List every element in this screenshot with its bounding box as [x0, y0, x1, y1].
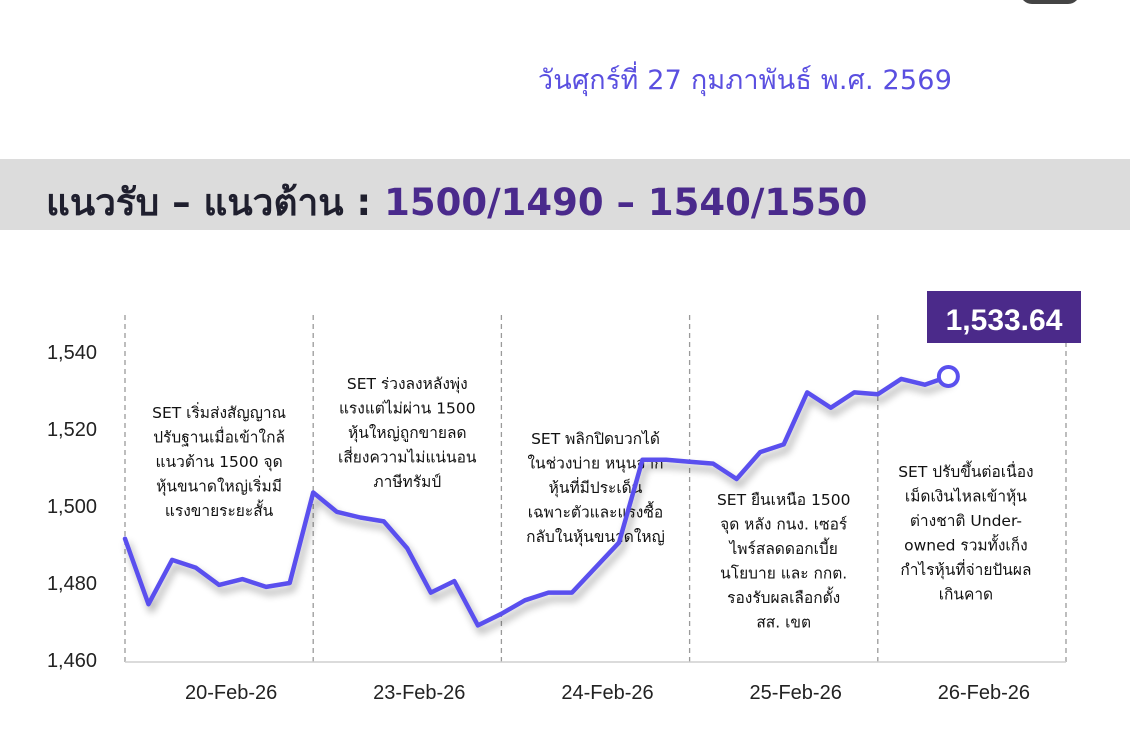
- last-point-marker: [936, 364, 960, 388]
- annotation-line: ปรับฐานเมื่อเข้าใกล้: [153, 427, 285, 447]
- y-tick-label: 1,500: [47, 496, 97, 518]
- x-tick-label: 26-Feb-26: [938, 682, 1030, 704]
- annotation-line: หุ้นขนาดใหญ่เริ่มมี: [156, 476, 282, 497]
- annotation-line: หุ้นที่มีประเด็น: [549, 477, 643, 498]
- annotation-line: สส. เขต: [756, 614, 811, 632]
- day-annotation: SET เริ่มส่งสัญญาณปรับฐานเมื่อเข้าใกล้แน…: [152, 402, 286, 520]
- annotation-line: แรงแต่ไม่ผ่าน 1500: [339, 400, 476, 418]
- y-tick-label: 1,540: [47, 342, 97, 364]
- annotation-line: ในช่วงบ่าย หนุนจาก: [527, 455, 663, 474]
- annotation-line: SET ปรับขึ้นต่อเนื่อง: [898, 460, 1033, 481]
- band-levels: 1500/1490 – 1540/1550: [384, 181, 868, 224]
- annotation-line: เฉพาะตัวและแรงซื้อ: [528, 501, 663, 522]
- annotation-line: SET ร่วงลงหลังพุ่ง: [347, 375, 468, 394]
- annotation-line: SET ยืนเหนือ 1500: [717, 491, 851, 509]
- x-tick-label: 23-Feb-26: [373, 682, 465, 704]
- annotation-line: หุ้นใหญ่ถูกขายลด: [348, 424, 467, 443]
- day-annotation: SET ยืนเหนือ 1500 จุด หลัง กนง. เซอร์ไพร์…: [717, 491, 851, 632]
- annotation-line: กลับในหุ้นขนาดใหญ่: [526, 528, 665, 547]
- annotation-line: ไพร์สลดดอกเบี้ย: [728, 537, 838, 558]
- x-tick-label: 25-Feb-26: [750, 682, 842, 704]
- annotation-line: owned รวมทั้งเก็ง: [904, 534, 1028, 555]
- annotation-line: รองรับผลเลือกตั้ง: [727, 586, 840, 607]
- support-resistance-band: [0, 159, 1130, 230]
- band-label: แนวรับ – แนวต้าน :: [46, 181, 372, 224]
- annotation-line: จุด หลัง กนง. เซอร์: [720, 516, 847, 535]
- y-tick-label: 1,480: [47, 573, 97, 595]
- annotation-line: แรงขายระยะสั้น: [165, 499, 274, 520]
- annotation-line: ต่างชาติ Under-: [910, 512, 1022, 530]
- day-annotation: SET พลิกปิดบวกได้ในช่วงบ่าย หนุนจากหุ้นท…: [526, 430, 665, 547]
- annotation-line: SET พลิกปิดบวกได้: [531, 430, 660, 448]
- last-value-label: 1,533.64: [946, 304, 1063, 337]
- annotation-line: เสี่ยงความไม่แน่นอน: [338, 447, 477, 467]
- annotation-line: เกินคาด: [939, 586, 993, 604]
- annotation-line: นโยบาย และ กกต.: [720, 565, 847, 583]
- annotation-line: ภาษีทรัมป์: [373, 473, 441, 491]
- annotation-line: กำไรหุ้นที่จ่ายปันผล: [900, 559, 1031, 580]
- last-value-badge: [927, 291, 1081, 343]
- index-series-line: [122, 374, 951, 628]
- report-date: วันศุกร์ที่ 27 กุมภาพันธ์ พ.ศ. 2569: [537, 65, 953, 96]
- support-resistance-title: แนวรับ – แนวต้าน : 1500/1490 – 1540/1550: [46, 173, 867, 232]
- x-tick-label: 20-Feb-26: [185, 682, 277, 704]
- x-tick-label: 24-Feb-26: [561, 682, 653, 704]
- top-corner-shape: [1020, 0, 1080, 4]
- annotation-line: แนวต้าน 1500 จุด: [156, 453, 283, 472]
- annotation-line: SET เริ่มส่งสัญญาณ: [152, 402, 286, 422]
- annotation-line: เม็ดเงินไหลเข้าหุ้น: [905, 487, 1027, 507]
- day-annotation: SET ปรับขึ้นต่อเนื่องเม็ดเงินไหลเข้าหุ้น…: [898, 460, 1033, 604]
- y-tick-label: 1,520: [47, 419, 97, 441]
- y-tick-label: 1,460: [47, 650, 97, 672]
